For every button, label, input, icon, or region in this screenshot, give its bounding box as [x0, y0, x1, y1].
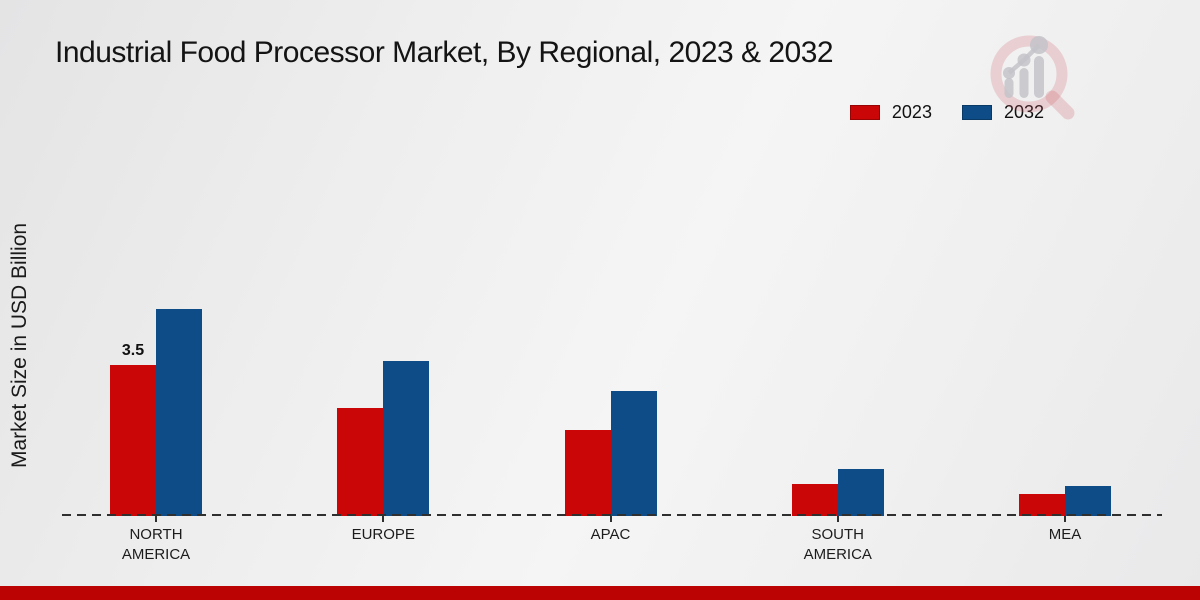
x-axis-tick-mea — [1064, 516, 1066, 522]
bar-2032-apac — [610, 391, 657, 516]
chart-title: Industrial Food Processor Market, By Reg… — [55, 36, 834, 69]
magnifier-chart-logo-icon — [990, 35, 1075, 120]
bar-2023-apac — [564, 430, 611, 516]
bar-2032-south-america — [837, 469, 884, 516]
bar-2032-mea — [1065, 486, 1111, 516]
x-axis-label-north-america: NORTH AMERICA — [121, 526, 191, 563]
x-axis-label-mea: MEA — [1048, 526, 1082, 543]
legend-swatch-2023 — [849, 105, 880, 120]
bar-2032-north-america — [156, 309, 202, 516]
x-axis-tick-europe — [382, 516, 385, 522]
footer-bar — [0, 586, 1200, 600]
x-axis-label-south-america: SOUTH AMERICA — [803, 526, 872, 563]
bar-2023-europe — [337, 408, 384, 516]
legend-label-2032: 2032 — [1003, 102, 1044, 122]
x-axis-label-europe: EUROPE — [351, 526, 415, 543]
bar-value-label-2023: 3.5 — [121, 342, 145, 359]
bar-2032-europe — [383, 361, 430, 516]
bar-2023-north-america — [110, 365, 156, 516]
legend-item-2023: 2023 — [849, 102, 932, 123]
bar-2023-south-america — [791, 484, 838, 516]
x-axis-tick-south-america — [836, 516, 839, 522]
x-axis-tick-north-america — [155, 516, 157, 522]
x-axis-label-apac: APAC — [590, 526, 631, 543]
legend-swatch-2032 — [961, 105, 992, 120]
bar-2023-mea — [1019, 494, 1065, 516]
x-axis-baseline — [62, 514, 1162, 516]
legend-item-2032: 2032 — [961, 102, 1044, 123]
x-axis-tick-apac — [609, 516, 612, 522]
legend-label-2023: 2023 — [891, 102, 932, 122]
chart-legend: 2023 2032 — [849, 102, 1044, 123]
